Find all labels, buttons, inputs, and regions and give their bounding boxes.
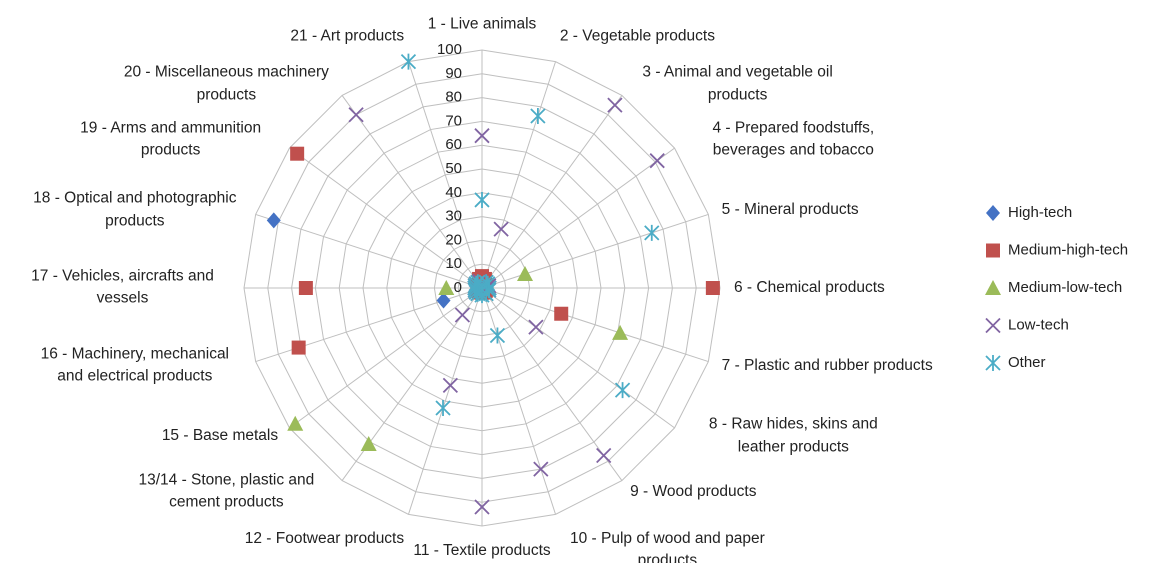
data-point [596,447,612,464]
category-label: 10 - Pulp of wood and paper products [569,529,765,563]
spoke [289,287,483,429]
category-label: 17 - Vehicles, aircrafts and vessels [31,267,214,307]
data-point [474,128,490,144]
data-point [291,340,306,355]
data-point [360,435,377,451]
legend-label: Medium-low-tech [1008,279,1122,296]
data-point [474,191,490,208]
category-label: 16 - Machinery, mechanical and electrica… [40,345,230,385]
legend-label: Low-tech [1008,316,1069,333]
data-point [298,281,313,295]
category-label: 19 - Arms and ammunition products [80,119,262,159]
category-label: 4 - Prepared foodstuffs, beverages and t… [712,119,875,159]
spoke [289,147,483,289]
r-tick-label: 50 [445,160,462,177]
r-tick-label: 0 [454,279,462,296]
data-point [554,306,569,321]
spoke [341,95,483,289]
r-tick-label: 80 [445,89,462,106]
legend-marker [985,280,1001,295]
r-tick-label: 20 [445,231,462,248]
data-point [438,280,455,295]
legend-marker [985,317,1001,334]
data-point [705,281,720,295]
category-label: 1 - Live animals [427,15,537,33]
spoke [481,287,675,429]
data-point [493,221,509,237]
data-point [528,319,544,335]
data-point [470,274,486,291]
legend-marker [986,243,1000,258]
data-point [530,107,546,124]
legend-label: High-tech [1008,204,1072,221]
r-tick-label: 70 [445,112,462,129]
category-label: 6 - Chemical products [734,278,885,296]
r-tick-label: 90 [445,65,462,82]
data-point [436,292,451,309]
data-point [517,266,534,282]
data-point [454,307,471,323]
data-point [348,107,364,123]
r-tick-label: 60 [445,136,462,153]
r-tick-label: 10 [445,255,462,272]
spoke [481,287,623,481]
data-point [442,377,459,393]
data-point [266,212,281,229]
spoke [481,95,623,289]
category-label: 15 - Base metals [161,426,279,444]
data-point [287,415,304,431]
data-point [644,224,660,241]
category-label: 8 - Raw hides, skins and leather product… [708,415,878,456]
data-point [612,324,629,340]
category-label: 3 - Animal and vegetable oil products [642,63,833,104]
category-label: 11 - Textile products [413,542,551,559]
category-label: 9 - Wood products [630,482,757,500]
data-point [474,499,490,515]
spoke [481,61,557,289]
data-point [489,327,506,344]
legend-marker [986,205,1000,221]
spoke [481,287,709,363]
r-tick-label: 30 [445,208,462,225]
category-label: 13/14 - Stone, plastic and cement produc… [138,471,315,511]
category-label: 18 - Optical and photographic products [33,189,237,230]
category-label: 5 - Mineral products [721,200,859,218]
category-label: 21 - Art products [290,27,405,45]
r-tick-label: 100 [437,41,462,58]
category-label: 20 - Miscellaneous machinery products [123,63,329,104]
legend-label: Other [1008,354,1046,371]
spoke [481,287,557,515]
data-point [649,153,665,169]
category-label: 2 - Vegetable products [559,27,715,45]
spoke [481,213,709,289]
data-point [614,382,631,399]
data-point [290,146,305,161]
spoke [255,213,483,289]
spoke [481,147,675,289]
spoke [407,61,483,289]
legend-label: Medium-high-tech [1008,241,1128,258]
r-tick-label: 40 [445,184,462,201]
data-point [533,461,549,477]
category-label: 12 - Footwear products [244,529,405,547]
legend-marker [985,355,1001,371]
data-point [400,53,417,70]
category-label: 7 - Plastic and rubber products [721,356,933,374]
spoke [407,287,483,515]
data-point [607,97,623,113]
data-point [435,399,451,416]
